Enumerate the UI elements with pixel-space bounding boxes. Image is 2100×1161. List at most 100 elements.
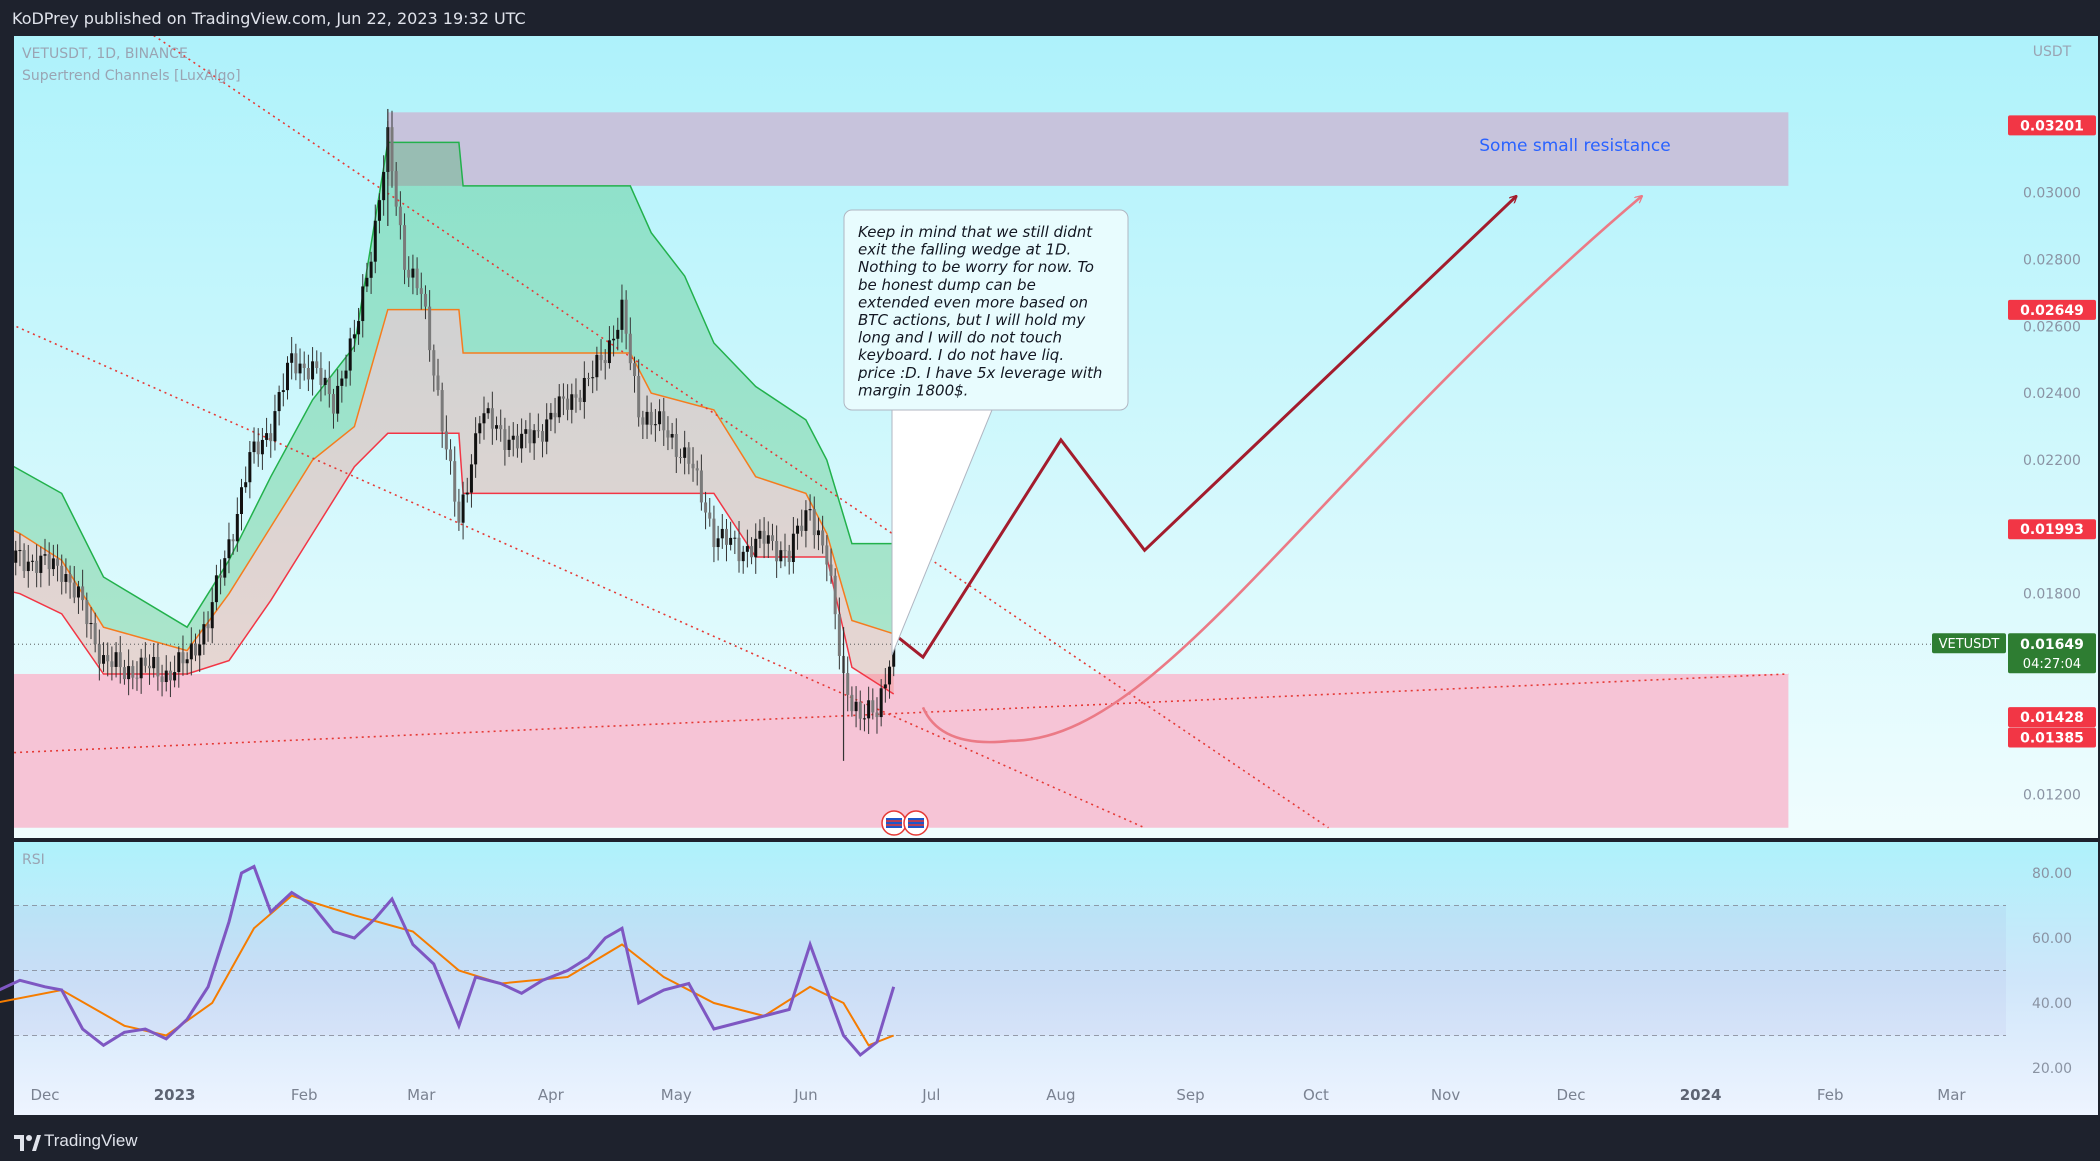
candle xyxy=(888,666,892,685)
event-flag-icon[interactable] xyxy=(903,810,929,836)
candle xyxy=(298,363,302,374)
candle xyxy=(553,412,557,418)
price-tick: 0.02200 xyxy=(2023,453,2081,469)
main-pane[interactable]: Some small resistance xyxy=(0,35,2006,829)
price-axis[interactable]: 0.012000.018000.020000.022000.024000.026… xyxy=(1932,115,2096,803)
candle xyxy=(829,564,833,576)
candle xyxy=(348,338,352,371)
candle xyxy=(110,661,114,667)
candle xyxy=(699,470,703,503)
candle xyxy=(423,293,427,307)
candle xyxy=(302,363,306,368)
candle xyxy=(821,530,825,546)
resistance-label: Some small resistance xyxy=(1479,136,1670,156)
price-label: 0.01993 xyxy=(2020,522,2084,538)
candle xyxy=(561,396,565,399)
candle xyxy=(340,378,344,386)
candle xyxy=(620,299,624,330)
candle xyxy=(607,340,611,364)
time-tick: Nov xyxy=(1431,1086,1460,1104)
candle xyxy=(398,206,402,226)
candle xyxy=(733,537,737,539)
candle xyxy=(106,655,110,662)
candle xyxy=(783,550,787,552)
candle xyxy=(143,657,147,666)
candle xyxy=(14,550,18,563)
candle xyxy=(265,433,269,440)
candle xyxy=(118,652,122,668)
candle xyxy=(135,677,139,679)
candle xyxy=(189,643,193,660)
candle xyxy=(837,614,841,656)
price-label: 0.03201 xyxy=(2020,118,2084,134)
candle xyxy=(670,434,674,438)
channel-lower-fill xyxy=(14,309,894,694)
candle xyxy=(779,550,783,562)
candle xyxy=(357,321,361,335)
candle xyxy=(76,586,80,598)
symbol-tag: VETUSDT xyxy=(1939,637,2000,652)
support-zone xyxy=(14,673,1789,828)
candle xyxy=(369,261,373,278)
supertrend-upper-line xyxy=(14,141,894,629)
candle xyxy=(72,582,76,598)
candle xyxy=(336,385,340,414)
time-tick: Feb xyxy=(1817,1086,1844,1104)
candle xyxy=(796,525,800,534)
candle xyxy=(294,353,298,374)
candle xyxy=(51,558,55,570)
time-tick: Aug xyxy=(1046,1086,1075,1104)
candle xyxy=(160,676,164,683)
candle xyxy=(591,377,595,379)
last-price-label-bg xyxy=(2008,633,2096,674)
note-line: Keep in mind that we still didnt xyxy=(858,223,1093,241)
candle xyxy=(662,411,666,431)
candle xyxy=(114,652,118,667)
rsi-tick: 60.00 xyxy=(2032,931,2072,947)
candle xyxy=(632,363,636,377)
candle xyxy=(674,434,678,457)
candle xyxy=(791,533,795,562)
candle xyxy=(177,652,181,673)
time-axis[interactable]: Dec 2023 Feb Mar Apr May Jun Jul Aug Sep Oct Nov Dec… xyxy=(30,1086,1966,1104)
candle xyxy=(787,550,791,562)
candle xyxy=(812,509,816,536)
price-tick: 0.02600 xyxy=(2023,319,2081,335)
candle xyxy=(641,417,645,425)
candle xyxy=(97,644,101,664)
candle xyxy=(122,667,126,680)
candle xyxy=(595,354,599,378)
time-tick: 2023 xyxy=(154,1086,196,1104)
candle xyxy=(766,535,770,544)
candle xyxy=(239,487,243,515)
candle xyxy=(474,433,478,465)
candle xyxy=(181,652,185,664)
rsi-tick: 80.00 xyxy=(2032,866,2072,882)
candle xyxy=(194,643,198,656)
candle xyxy=(131,666,135,678)
candle xyxy=(478,423,482,434)
candle xyxy=(833,575,837,615)
candle xyxy=(461,494,465,523)
candle xyxy=(712,518,716,548)
candle xyxy=(649,411,653,426)
candle xyxy=(666,430,670,438)
candle xyxy=(499,425,503,430)
brand-label: TradingView xyxy=(44,1131,138,1150)
candle xyxy=(867,700,871,719)
candle xyxy=(541,431,545,442)
chart-canvas[interactable]: Some small resistance Keep in mind that w… xyxy=(0,0,2100,1126)
candle xyxy=(227,539,231,559)
candle xyxy=(691,463,695,469)
price-tick: 0.01200 xyxy=(2023,787,2081,803)
event-flag-icon[interactable] xyxy=(881,810,907,836)
candle xyxy=(599,354,603,361)
last-price-label: 0.01649 xyxy=(2020,637,2084,653)
candle xyxy=(528,429,532,444)
price-label-bg xyxy=(2008,299,2096,320)
price-label: 0.02649 xyxy=(2020,303,2084,319)
rsi-pane[interactable]: RSI 20.00 40.00 60.00 80.00 xyxy=(0,852,2072,1077)
candle xyxy=(825,545,829,565)
candle xyxy=(256,441,260,455)
